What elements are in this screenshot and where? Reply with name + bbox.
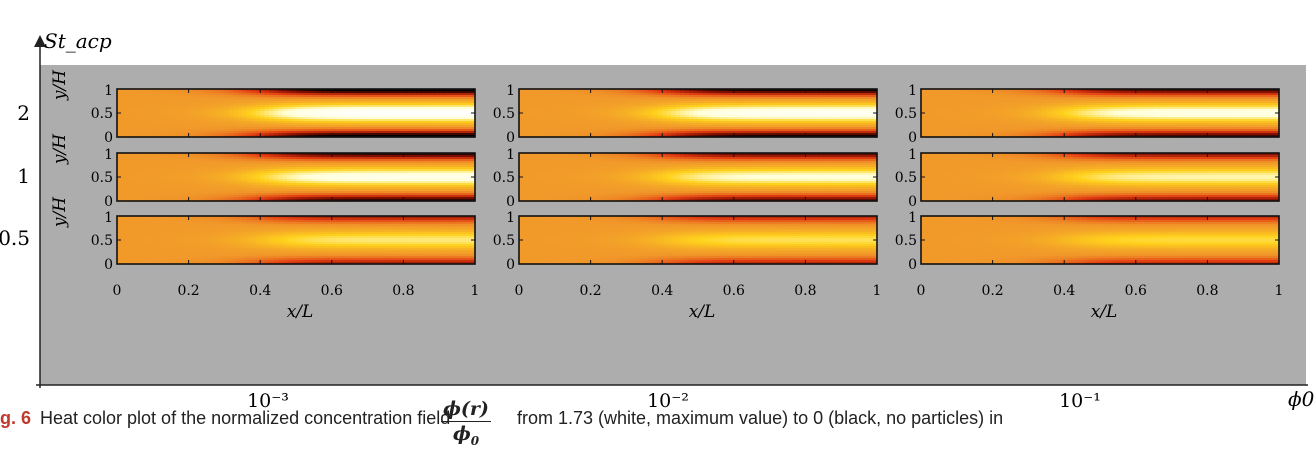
heatmap-panel xyxy=(921,89,1280,138)
y-axis-label: St_acp xyxy=(44,29,112,53)
heatmap-panel xyxy=(519,89,878,138)
heatmap-panel xyxy=(117,89,476,138)
heatmap-panels xyxy=(117,89,1280,265)
